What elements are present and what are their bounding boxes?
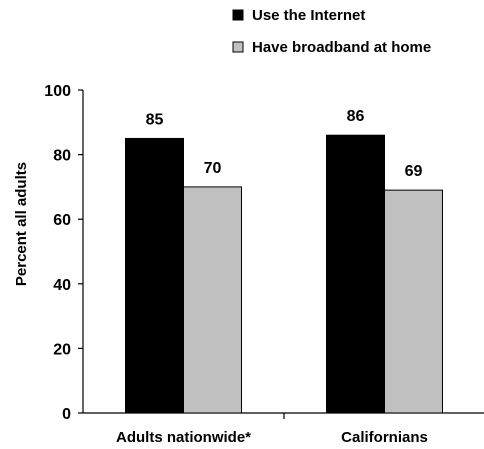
legend-label-2: Have broadband at home xyxy=(252,39,431,56)
y-tick-label-0: 0 xyxy=(62,406,71,423)
category-label-1: Adults nationwide* xyxy=(116,429,251,446)
data-label-2-2: 69 xyxy=(405,163,423,180)
data-label-1-2: 70 xyxy=(204,160,222,177)
bar-1-2 xyxy=(183,186,242,414)
legend-swatch-1 xyxy=(232,9,244,21)
data-label-2-1: 86 xyxy=(347,108,365,125)
bar-1-1 xyxy=(125,137,184,414)
bars: 85 70 86 69 xyxy=(125,108,443,414)
category-label-2: Californians xyxy=(341,429,428,446)
y-tick-label-60: 60 xyxy=(53,212,71,229)
bar-2-1 xyxy=(326,134,385,414)
legend-swatch-2 xyxy=(232,41,244,53)
y-tick-label-20: 20 xyxy=(53,341,71,358)
legend: Use the Internet Have broadband at home xyxy=(232,7,431,56)
data-label-1-1: 85 xyxy=(146,111,164,128)
y-tick-label-40: 40 xyxy=(53,277,71,294)
legend-label-1: Use the Internet xyxy=(252,7,365,24)
y-tick-label-80: 80 xyxy=(53,148,71,165)
y-tick-label-100: 100 xyxy=(44,83,71,100)
axes: 0 20 40 60 80 100 Adults nationwide* California… xyxy=(44,83,484,446)
bar-2-2 xyxy=(384,189,443,414)
y-axis-label: Percent all adults xyxy=(13,162,30,286)
